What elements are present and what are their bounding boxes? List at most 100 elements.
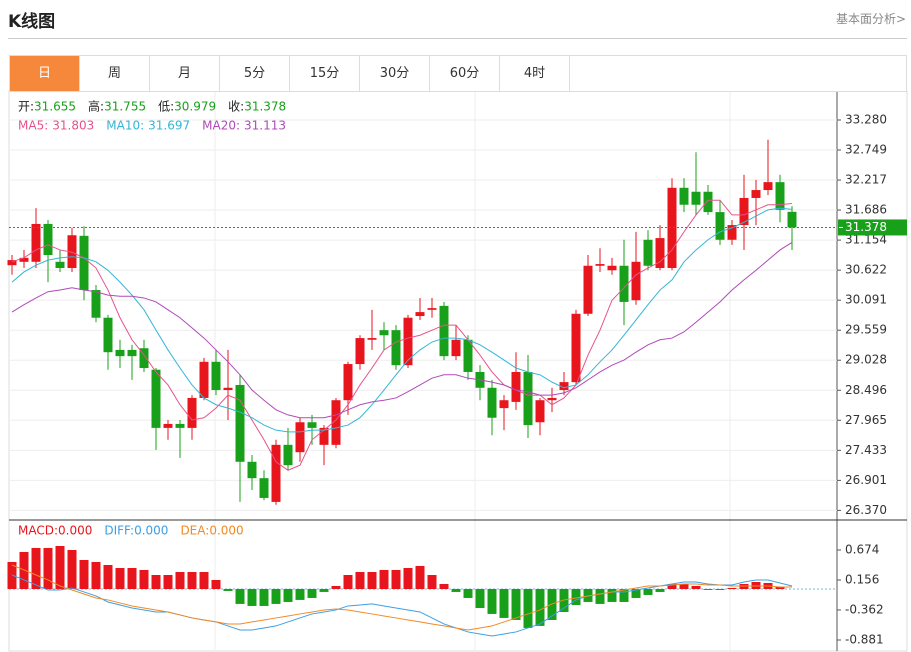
candle-body xyxy=(115,349,125,357)
y-tick-label: 31.686 xyxy=(845,203,887,217)
macd-bar xyxy=(487,589,497,614)
candle-body xyxy=(583,265,593,314)
period-tab[interactable]: 4时 xyxy=(500,56,570,91)
candle-body xyxy=(667,187,677,269)
candle-body xyxy=(175,423,185,428)
info-value: 30.979 xyxy=(174,100,216,114)
period-tab[interactable]: 月 xyxy=(150,56,220,91)
candle-body xyxy=(631,261,641,301)
macd-bar xyxy=(427,574,437,590)
candle-body xyxy=(595,264,605,266)
candle-body xyxy=(67,235,77,269)
info-value: 31.755 xyxy=(104,100,146,114)
y-tick-label: 0.674 xyxy=(845,542,879,556)
macd-bar xyxy=(91,561,101,590)
macd-bar xyxy=(235,589,245,604)
candle-body xyxy=(571,313,581,383)
macd-bar xyxy=(703,589,713,590)
y-tick-label: 29.028 xyxy=(845,353,887,367)
info-value: 31.378 xyxy=(244,100,286,114)
macd-bar xyxy=(43,547,53,590)
candle-body xyxy=(139,348,149,369)
legend-value: 0.000 xyxy=(58,524,92,538)
candle-body xyxy=(19,257,29,262)
candle-body xyxy=(307,422,317,428)
macd-bar xyxy=(283,589,293,602)
candle-body xyxy=(355,338,365,365)
y-tick-label: 26.901 xyxy=(845,473,887,487)
candle-body xyxy=(391,330,401,366)
candle-body xyxy=(547,397,557,401)
y-tick-label: 30.091 xyxy=(845,293,887,307)
macd-bar xyxy=(451,589,461,592)
info-label: 低: xyxy=(158,100,174,114)
period-tab[interactable]: 30分 xyxy=(360,56,430,91)
candle-body xyxy=(7,260,17,266)
legend-name: MA10: xyxy=(106,119,144,133)
macd-bar xyxy=(31,547,41,590)
legend-name: MA5: xyxy=(18,119,48,133)
fundamentals-link[interactable]: 基本面分析> xyxy=(835,12,906,26)
candle-body xyxy=(499,400,509,409)
candle-body xyxy=(199,361,209,398)
ma-line xyxy=(11,242,793,419)
macd-bar xyxy=(295,589,305,600)
macd-bar xyxy=(103,564,113,590)
y-tick-label: 27.965 xyxy=(845,413,887,427)
y-tick-label: 0.156 xyxy=(845,572,879,586)
macd-bar xyxy=(439,583,449,590)
candle-body xyxy=(535,400,545,423)
legend-value: 31.803 xyxy=(52,119,94,133)
macd-bar xyxy=(199,571,209,590)
candle-body xyxy=(691,191,701,205)
period-tab[interactable]: 日 xyxy=(10,56,80,91)
macd-bar xyxy=(355,571,365,590)
candle-body xyxy=(679,187,689,205)
macd-line xyxy=(11,564,792,631)
legend-name: MA20: xyxy=(202,119,240,133)
y-tick-label: 28.496 xyxy=(845,383,887,397)
info-label: 收: xyxy=(228,100,244,114)
legend-value: 31.113 xyxy=(244,119,286,133)
candle-body xyxy=(463,339,473,372)
macd-bar xyxy=(379,569,389,590)
candle-body xyxy=(283,444,293,466)
period-tab[interactable]: 5分 xyxy=(220,56,290,91)
macd-bar xyxy=(607,589,617,602)
macd-bar xyxy=(499,589,509,618)
macd-bar xyxy=(259,589,269,606)
y-tick-label: -0.881 xyxy=(845,632,884,646)
legend-value: 31.697 xyxy=(148,119,190,133)
macd-bar xyxy=(223,589,233,591)
macd-bar xyxy=(655,589,665,592)
info-label: 开: xyxy=(18,100,34,114)
last-price-tag xyxy=(838,219,907,236)
macd-bar xyxy=(127,567,137,590)
candle-body xyxy=(259,478,269,498)
period-tab[interactable]: 周 xyxy=(80,56,150,91)
y-tick-label: 31.154 xyxy=(845,233,887,247)
candle-body xyxy=(79,235,89,291)
period-tab[interactable]: 60分 xyxy=(430,56,500,91)
macd-bar xyxy=(343,574,353,590)
candle-body xyxy=(427,308,437,310)
candle-body xyxy=(715,212,725,240)
macd-bar xyxy=(163,574,173,590)
ma-line xyxy=(11,207,793,433)
candle-body xyxy=(319,427,329,445)
candle-body xyxy=(403,317,413,366)
last-price-label: 31.378 xyxy=(845,220,887,234)
candle-body xyxy=(487,387,497,418)
period-tab[interactable]: 15分 xyxy=(290,56,360,91)
legend-value: 0.000 xyxy=(209,524,243,538)
macd-bar xyxy=(571,589,581,605)
y-tick-label: 26.370 xyxy=(845,503,887,517)
macd-bar xyxy=(535,589,545,626)
candle-body xyxy=(343,364,353,401)
candle-body xyxy=(643,239,653,266)
info-label: 高: xyxy=(88,99,104,114)
legend-value: 0.000 xyxy=(134,524,168,538)
candle-body xyxy=(43,223,53,256)
y-tick-label: 32.749 xyxy=(845,143,887,157)
